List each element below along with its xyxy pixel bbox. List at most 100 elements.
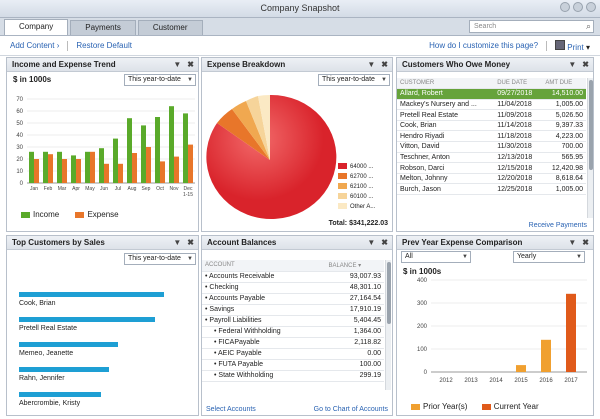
svg-text:2012: 2012 xyxy=(439,378,453,384)
prev-year-panel: Prev Year Expense Comparison ▼ ✖ All ▼ Year… xyxy=(396,235,594,416)
svg-text:60: 60 xyxy=(16,109,23,115)
table-row[interactable]: Robson, Darci 12/15/2018 12,420.98 xyxy=(397,162,586,174)
svg-text:100: 100 xyxy=(417,347,428,353)
table-row[interactable]: Cook, Brian 11/14/2018 9,397.33 xyxy=(397,120,586,132)
table-row[interactable]: Melton, Johnny 12/20/2018 8,618.64 xyxy=(397,173,586,185)
expense-breakdown-panel: Expense Breakdown ▼ ✖ This year-to-date ▼ 6… xyxy=(201,57,393,232)
pie-legend-item: 60100 ... xyxy=(338,192,375,202)
pie-legend-item: Other A... xyxy=(338,202,375,212)
tab-company[interactable]: Company xyxy=(4,19,69,35)
table-row[interactable]: • State Withholding 299.19 xyxy=(202,370,384,382)
panel-menu-icon[interactable]: ▼ xyxy=(173,60,182,69)
svg-text:2014: 2014 xyxy=(489,378,503,384)
add-content-link[interactable]: Add Content › xyxy=(10,41,60,50)
table-row[interactable]: • FICAPayable 2,118.82 xyxy=(202,337,384,349)
svg-text:Aug: Aug xyxy=(128,186,137,192)
customize-link[interactable]: How do I customize this page? xyxy=(429,41,539,50)
table-row[interactable]: Hendro Riyadi 11/18/2018 4,223.00 xyxy=(397,130,586,143)
period-dropdown[interactable]: This year-to-date ▼ xyxy=(124,253,196,265)
pie-legend-item: 62100 ... xyxy=(338,182,375,192)
panel-close-icon[interactable]: ✖ xyxy=(187,238,194,247)
tab-bar: Company Payments Customer Search ⌕ xyxy=(0,18,600,36)
table-row[interactable]: Pretell Real Estate 11/09/2018 5,026.50 xyxy=(397,109,586,121)
panel-close-icon[interactable]: ✖ xyxy=(381,60,388,69)
table-row[interactable]: • Payroll Liabilities 5,404.45 xyxy=(202,315,384,327)
customer-bar[interactable]: Memeo, Jeanette xyxy=(19,342,164,357)
panel-menu-icon[interactable]: ▼ xyxy=(173,238,182,247)
svg-text:20: 20 xyxy=(16,157,23,163)
panel-close-icon[interactable]: ✖ xyxy=(582,60,589,69)
receive-payments-link[interactable]: Receive Payments xyxy=(528,222,587,229)
panel-close-icon[interactable]: ✖ xyxy=(582,238,589,247)
maximize-button[interactable] xyxy=(573,2,583,12)
panel-close-icon[interactable]: ✖ xyxy=(381,238,388,247)
action-bar: Add Content › Restore Default How do I c… xyxy=(0,36,600,56)
customer-bar[interactable]: Pretell Real Estate xyxy=(19,317,164,332)
scrollbar[interactable] xyxy=(587,78,593,218)
panel-menu-icon[interactable]: ▼ xyxy=(568,238,577,247)
unit-label: $ in 1000s xyxy=(13,75,52,84)
top-customers-panel: Top Customers by Sales ▼ ✖ This year-to-da… xyxy=(6,235,199,416)
table-row[interactable]: • Savings 17,910.19 xyxy=(202,304,384,316)
minimize-button[interactable] xyxy=(560,2,570,12)
close-button[interactable] xyxy=(586,2,596,12)
search-input[interactable]: Search ⌕ xyxy=(469,20,594,33)
svg-text:70: 70 xyxy=(16,97,23,103)
customer-bar[interactable]: Cook, Brian xyxy=(19,292,164,307)
chart-legend: Prior Year(s) Current Year xyxy=(411,402,539,411)
svg-text:1-15: 1-15 xyxy=(183,192,193,198)
panel-menu-icon[interactable]: ▼ xyxy=(568,60,577,69)
tab-payments[interactable]: Payments xyxy=(70,20,136,35)
tab-customer[interactable]: Customer xyxy=(137,20,203,35)
panel-menu-icon[interactable]: ▼ xyxy=(367,60,376,69)
top-customers-chart: Cook, Brian Pretell Real Estate Memeo, Jea… xyxy=(19,292,164,417)
svg-text:Feb: Feb xyxy=(44,186,53,192)
panel-title: Prev Year Expense Comparison xyxy=(402,238,523,247)
table-row[interactable]: Vitton, David 11/30/2018 700.00 xyxy=(397,141,586,153)
svg-text:Mar: Mar xyxy=(58,186,67,192)
panel-title: Income and Expense Trend xyxy=(12,60,116,69)
customer-bar[interactable]: Rahn, Jennifer xyxy=(19,367,164,382)
svg-text:2017: 2017 xyxy=(564,378,578,384)
table-row[interactable]: Burch, Jason 12/25/2018 1,005.00 xyxy=(397,183,586,196)
table-row[interactable]: • Federal Withholding 1,364.00 xyxy=(202,326,384,338)
panel-menu-icon[interactable]: ▼ xyxy=(367,238,376,247)
income-expense-chart: 0 10 20 30 40 50 60 70 Jan Feb Mar Apr May Jun Jul Aug… xyxy=(16,97,195,198)
panel-title: Account Balances xyxy=(207,238,277,247)
restore-default-link[interactable]: Restore Default xyxy=(76,41,132,50)
printer-icon xyxy=(555,39,566,50)
svg-text:Jul: Jul xyxy=(115,186,121,192)
table-row[interactable]: • Accounts Receivable 93,007.93 xyxy=(202,271,384,283)
period-dropdown[interactable]: This year-to-date ▼ xyxy=(124,74,196,86)
svg-text:Sep: Sep xyxy=(142,186,151,192)
table-row[interactable]: Allard, Robert 09/27/2018 14,510.00 xyxy=(397,88,586,100)
select-accounts-link[interactable]: Select Accounts xyxy=(206,406,256,413)
svg-text:200: 200 xyxy=(417,324,428,330)
account-balances-panel: Account Balances ▼ ✖ ACCOUNT BALANCE ▾ • Ac… xyxy=(201,235,393,416)
scrollbar[interactable] xyxy=(385,260,391,390)
search-icon[interactable]: ⌕ xyxy=(585,21,591,31)
svg-text:Dec: Dec xyxy=(184,186,193,192)
table-row[interactable]: Teschner, Anton 12/13/2018 565.95 xyxy=(397,152,586,164)
table-row[interactable]: • AEIC Payable 0.00 xyxy=(202,348,384,360)
period-dropdown[interactable]: Yearly ▼ xyxy=(513,251,585,263)
table-row[interactable]: • Accounts Payable 27,164.54 xyxy=(202,293,384,305)
chart-of-accounts-link[interactable]: Go to Chart of Accounts xyxy=(313,406,388,413)
title-bar: Company Snapshot xyxy=(0,0,600,18)
svg-text:0: 0 xyxy=(20,181,24,187)
svg-text:50: 50 xyxy=(16,121,23,127)
expense-total: Total: $341,222.03 xyxy=(328,220,388,227)
chart-legend: Income Expense xyxy=(21,210,119,219)
customer-bar[interactable]: Abercrombie, Kristy xyxy=(19,392,164,407)
table-row[interactable]: Mackey's Nursery and ... 11/04/2018 1,005.… xyxy=(397,99,586,111)
svg-text:Apr: Apr xyxy=(72,186,80,192)
svg-text:2015: 2015 xyxy=(514,378,528,384)
table-row[interactable]: • FUTA Payable 100.00 xyxy=(202,359,384,371)
pie-legend-item: 62700 ... xyxy=(338,172,375,182)
table-row[interactable]: • Checking 48,301.10 xyxy=(202,282,384,294)
customers-owe-panel: Customers Who Owe Money ▼ ✖ CUSTOMER DUE DA… xyxy=(396,57,594,232)
period-dropdown[interactable]: This year-to-date ▼ xyxy=(318,74,390,86)
print-button[interactable]: Print ▾ xyxy=(555,39,590,52)
filter-dropdown[interactable]: All ▼ xyxy=(401,251,471,263)
panel-close-icon[interactable]: ✖ xyxy=(187,60,194,69)
